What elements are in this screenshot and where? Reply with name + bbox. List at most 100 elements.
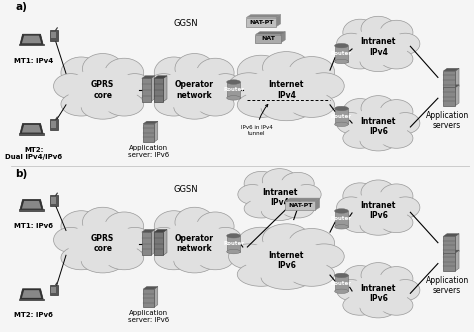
Ellipse shape	[361, 263, 395, 288]
Bar	[443, 236, 456, 254]
Bar	[51, 122, 56, 128]
Text: Application
server: IPv6: Application server: IPv6	[128, 145, 169, 158]
Ellipse shape	[380, 212, 413, 233]
Bar	[227, 82, 240, 98]
Text: MT1: IPv6: MT1: IPv6	[14, 223, 54, 229]
Ellipse shape	[61, 211, 101, 242]
Polygon shape	[154, 229, 167, 232]
Ellipse shape	[289, 262, 335, 286]
Ellipse shape	[228, 244, 269, 269]
Ellipse shape	[348, 192, 408, 229]
Polygon shape	[276, 15, 281, 27]
Ellipse shape	[147, 227, 180, 253]
Text: GPRS
core: GPRS core	[91, 234, 114, 253]
Text: MT2:
Dual IPv4/IPv6: MT2: Dual IPv4/IPv6	[5, 147, 63, 160]
Text: Router: Router	[331, 216, 352, 221]
Text: NAT: NAT	[261, 36, 275, 41]
Ellipse shape	[245, 238, 328, 282]
Ellipse shape	[228, 73, 269, 99]
Bar	[142, 78, 151, 102]
Ellipse shape	[161, 222, 228, 266]
Ellipse shape	[61, 92, 101, 116]
Bar	[335, 211, 348, 227]
Ellipse shape	[154, 57, 193, 88]
Ellipse shape	[345, 272, 411, 314]
Text: Internet
IPv6: Internet IPv6	[269, 251, 304, 270]
Ellipse shape	[343, 295, 377, 315]
Bar	[18, 44, 45, 45]
Bar	[246, 18, 276, 27]
Bar	[51, 32, 56, 39]
Ellipse shape	[348, 108, 408, 145]
Ellipse shape	[335, 122, 348, 126]
Polygon shape	[164, 76, 167, 102]
Ellipse shape	[360, 131, 396, 151]
Ellipse shape	[237, 55, 285, 88]
Text: NAT-PT: NAT-PT	[249, 20, 273, 25]
Ellipse shape	[250, 180, 309, 215]
Text: Intranet
IPv6: Intranet IPv6	[361, 201, 396, 220]
Polygon shape	[20, 289, 43, 299]
Polygon shape	[154, 287, 158, 307]
Polygon shape	[443, 250, 459, 253]
Ellipse shape	[240, 235, 332, 285]
Polygon shape	[22, 36, 41, 43]
Ellipse shape	[196, 212, 234, 241]
Ellipse shape	[391, 33, 420, 54]
Polygon shape	[151, 76, 155, 102]
Bar	[18, 298, 45, 300]
Text: Router: Router	[223, 241, 244, 246]
Ellipse shape	[161, 68, 228, 112]
Bar	[285, 201, 315, 210]
Ellipse shape	[54, 74, 88, 99]
Polygon shape	[281, 32, 285, 43]
Text: Router: Router	[331, 51, 352, 56]
Polygon shape	[154, 76, 167, 78]
Bar	[255, 35, 281, 43]
Ellipse shape	[335, 43, 348, 48]
Text: a): a)	[16, 2, 27, 12]
Polygon shape	[154, 121, 158, 142]
Ellipse shape	[227, 233, 240, 238]
Ellipse shape	[68, 222, 138, 266]
Ellipse shape	[227, 80, 240, 84]
Ellipse shape	[380, 100, 413, 124]
Ellipse shape	[335, 59, 348, 64]
Ellipse shape	[245, 67, 328, 113]
Ellipse shape	[82, 53, 123, 84]
Text: Internet
IPv4: Internet IPv4	[269, 80, 304, 100]
Polygon shape	[20, 124, 43, 134]
Text: MT2: IPv6: MT2: IPv6	[14, 312, 53, 318]
Ellipse shape	[147, 74, 180, 99]
Ellipse shape	[118, 74, 152, 99]
Ellipse shape	[360, 51, 396, 72]
Bar	[443, 71, 456, 89]
Bar	[335, 109, 348, 124]
Ellipse shape	[343, 266, 377, 292]
Ellipse shape	[380, 267, 413, 291]
Text: Intranet
IPv4: Intranet IPv4	[361, 37, 396, 57]
Ellipse shape	[345, 190, 411, 232]
Text: Router: Router	[223, 87, 244, 92]
Text: GPRS
core: GPRS core	[91, 80, 114, 100]
Polygon shape	[255, 32, 285, 35]
Ellipse shape	[343, 99, 377, 125]
Ellipse shape	[64, 218, 142, 269]
Bar	[51, 287, 56, 293]
Ellipse shape	[105, 58, 144, 87]
Ellipse shape	[174, 95, 215, 119]
Bar	[51, 198, 56, 204]
Polygon shape	[246, 15, 281, 18]
Ellipse shape	[175, 207, 214, 237]
Ellipse shape	[292, 185, 321, 205]
Polygon shape	[151, 229, 155, 255]
Ellipse shape	[335, 289, 348, 293]
Ellipse shape	[61, 246, 101, 270]
Polygon shape	[285, 198, 319, 201]
Ellipse shape	[244, 171, 279, 196]
Polygon shape	[456, 68, 459, 89]
Ellipse shape	[157, 218, 232, 269]
Ellipse shape	[281, 199, 314, 218]
Text: IPv6 in IPv4
tunnel: IPv6 in IPv4 tunnel	[241, 105, 273, 135]
Ellipse shape	[81, 95, 124, 119]
